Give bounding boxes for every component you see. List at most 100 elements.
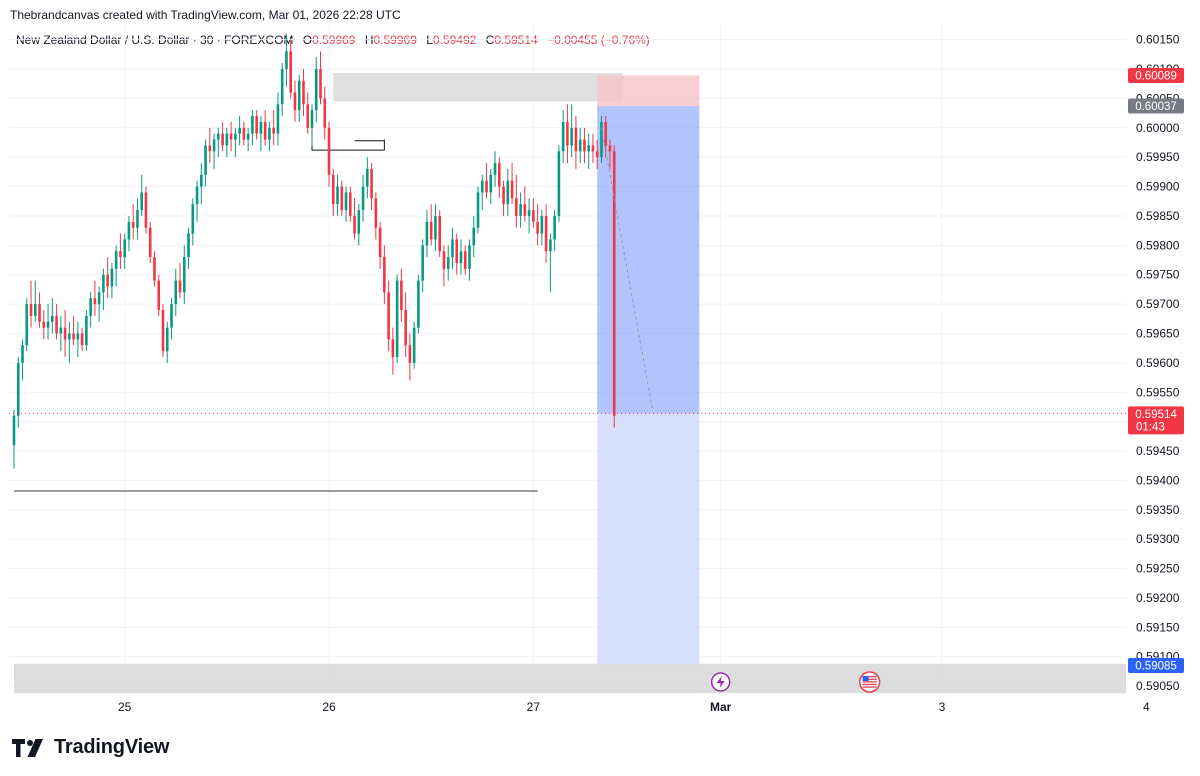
candle-down xyxy=(63,327,67,340)
candle-up xyxy=(540,215,544,234)
candle-down xyxy=(391,339,395,357)
candle-down xyxy=(306,104,310,128)
time-axis: 25 26 27 Mar 3 4 xyxy=(118,700,1150,714)
price-tick-label: 0.59550 xyxy=(1136,385,1180,399)
attribution: Thebrandcanvas created with TradingView.… xyxy=(10,8,401,22)
candle-up xyxy=(200,174,203,187)
time-tick-label: 27 xyxy=(527,700,541,714)
candle-up xyxy=(268,127,271,140)
candle-down xyxy=(55,315,58,334)
candle-down xyxy=(604,121,608,146)
target-zone xyxy=(597,106,700,414)
candle-down xyxy=(387,292,390,340)
candle-up xyxy=(425,221,429,246)
candle-up xyxy=(421,245,424,281)
price-tick-label: 0.59700 xyxy=(1136,297,1180,311)
price-tick-label: 0.60150 xyxy=(1136,33,1180,47)
candle-up xyxy=(417,280,420,328)
candle-down xyxy=(404,309,407,346)
candle-up xyxy=(127,221,131,240)
grid-lines xyxy=(9,22,1147,692)
candle-up xyxy=(110,268,114,287)
candle-down xyxy=(455,239,459,263)
price-tick-label: 0.59400 xyxy=(1136,473,1180,487)
candle-down xyxy=(157,280,161,310)
candle-up xyxy=(97,292,101,305)
time-tick-label: Mar xyxy=(710,700,732,714)
candle-up xyxy=(587,145,590,152)
candle-down xyxy=(612,151,616,416)
us-flag-icon xyxy=(858,671,881,693)
candle-down xyxy=(383,257,386,293)
supply-zone xyxy=(333,73,623,102)
stop-price-tag xyxy=(1128,67,1184,83)
candle-down xyxy=(608,145,612,152)
candle-down xyxy=(131,221,135,228)
candle-down xyxy=(208,145,212,152)
candle-up xyxy=(165,327,169,352)
candle-up xyxy=(561,121,565,152)
price-tick-label: 0.59350 xyxy=(1136,503,1180,517)
candle-up xyxy=(600,121,603,158)
stop-zone xyxy=(597,75,700,107)
flag-stripe xyxy=(862,676,877,678)
candle-up xyxy=(527,210,531,216)
candle-up xyxy=(366,168,369,187)
candle-down xyxy=(263,121,267,140)
candle-up xyxy=(280,69,284,105)
candle-down xyxy=(272,127,275,134)
entry-price-tag xyxy=(1128,98,1184,114)
price-tick-label: 0.59850 xyxy=(1136,209,1180,223)
candle-up xyxy=(12,415,16,446)
candle-down xyxy=(370,168,373,199)
candle-down xyxy=(319,69,322,99)
candle-down xyxy=(221,133,224,146)
candle-down xyxy=(515,198,518,216)
lower-band-zone xyxy=(14,663,1126,694)
candle-up xyxy=(476,192,480,228)
candle-series xyxy=(12,33,616,469)
candle-up xyxy=(276,104,280,134)
candle-down xyxy=(566,121,569,146)
candle-up xyxy=(225,133,229,146)
candle-down xyxy=(93,298,97,305)
candle-down xyxy=(591,145,595,152)
candle-down xyxy=(442,251,446,269)
candle-up xyxy=(395,280,399,357)
candle-down xyxy=(438,215,441,252)
time-tick-label: 3 xyxy=(939,700,946,714)
candle-down xyxy=(106,274,109,287)
candle-down xyxy=(229,133,233,140)
candle-down xyxy=(302,80,305,105)
candle-down xyxy=(408,345,412,363)
candle-down xyxy=(42,321,46,328)
candle-down xyxy=(349,192,352,216)
candle-down xyxy=(323,98,327,128)
price-tick-label: 0.59250 xyxy=(1136,562,1180,576)
candle-down xyxy=(583,139,586,152)
time-tick-label: 25 xyxy=(118,700,132,714)
candle-up xyxy=(89,298,92,316)
candle-up xyxy=(25,304,29,346)
candle-down xyxy=(502,186,505,205)
candle-down xyxy=(153,257,156,281)
flag-stripe xyxy=(862,686,877,688)
candle-down xyxy=(532,210,535,222)
candle-down xyxy=(340,186,344,211)
drawing-overlays xyxy=(9,127,1126,414)
candle-down xyxy=(463,251,467,269)
price-tick-label: 0.59150 xyxy=(1136,620,1180,634)
candle-down xyxy=(72,333,75,340)
price-tick-label: 0.59900 xyxy=(1136,180,1180,194)
candle-down xyxy=(327,127,331,175)
candle-up xyxy=(519,204,522,216)
candle-up xyxy=(174,280,178,305)
candle-down xyxy=(242,127,246,140)
tradingview-logo[interactable]: TradingView xyxy=(12,736,169,759)
candle-up xyxy=(85,315,88,346)
price-tag-label: 0.59514 xyxy=(1135,409,1177,421)
candle-up xyxy=(412,327,416,363)
candle-down xyxy=(353,215,356,234)
tradingview-logo-icon xyxy=(12,738,43,757)
